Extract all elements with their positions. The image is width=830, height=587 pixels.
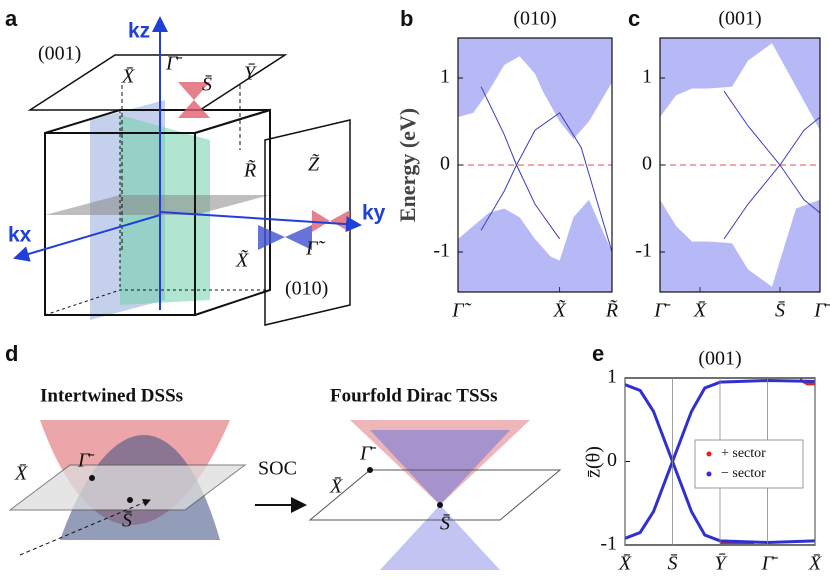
x-tick-label: Γ̄	[813, 300, 830, 322]
x-tick-label: Ȳ	[714, 553, 727, 575]
panel-label: b	[400, 6, 413, 31]
y-tick-label: 1	[440, 66, 450, 88]
arrow-label: SOC	[258, 458, 297, 480]
y-tick-label: -1	[600, 533, 617, 555]
point-label: X̄	[121, 66, 135, 88]
point-label: S̄	[122, 510, 132, 532]
x-tick-label: Γ̃	[451, 300, 471, 322]
surface-state	[723, 90, 820, 214]
y-axis-label: z̄(θ)	[583, 446, 605, 478]
y-tick-label: 0	[642, 153, 652, 175]
x-tick-label: X̃	[553, 298, 567, 321]
wannier-line	[625, 379, 815, 544]
band-continuum	[458, 38, 612, 139]
x-tick-label: S̄	[775, 300, 785, 322]
axis-label: kz	[128, 20, 150, 43]
point-label: Γ̄	[165, 53, 182, 75]
y-tick-label: -1	[433, 240, 450, 262]
surface-state	[480, 112, 612, 253]
x-tick-label: X̄	[693, 300, 707, 322]
point-label: Γ̃	[305, 238, 325, 260]
panel-label: c	[628, 6, 640, 31]
point-label: Γ̄	[359, 443, 376, 465]
y-tick-label: 1	[607, 366, 617, 388]
legend-box	[694, 439, 804, 489]
panel-label: e	[592, 341, 604, 366]
chart-title: (001)	[698, 348, 741, 370]
chart-title: (010)	[513, 8, 556, 30]
point-label: S̄	[202, 74, 212, 96]
band-continuum	[660, 38, 820, 131]
x-tick-label: Γ̄	[653, 300, 670, 322]
point-label: S̄	[440, 513, 450, 535]
point-label: X̃	[235, 248, 249, 271]
point-label: R̃	[243, 158, 256, 181]
band-continuum	[458, 199, 612, 292]
chart-title: (001)	[718, 8, 761, 30]
legend-label: + sector	[721, 446, 766, 461]
diagram-title: Intertwined DSSs	[40, 385, 183, 406]
y-tick-label: 0	[440, 153, 450, 175]
legend-label: − sector	[721, 466, 766, 481]
panel-label: d	[5, 341, 18, 366]
dss-diagram: d Intertwined DSSs Fourfold Dirac TSSs S…	[5, 341, 562, 570]
legend-swatch	[706, 471, 712, 477]
x-tick-label: S̄	[668, 553, 678, 575]
y-tick-label: 0	[607, 449, 617, 471]
point-label: Z̃	[308, 152, 320, 175]
diagram-title: Fourfold Dirac TSSs	[330, 385, 498, 406]
point-label: X̄	[329, 476, 343, 498]
axis-label: ky	[362, 202, 386, 225]
legend-swatch	[706, 451, 712, 457]
plane-label: (010)	[285, 278, 328, 300]
point-label: Ȳ	[244, 63, 257, 85]
point-label: X̄	[14, 463, 28, 485]
panel-label: a	[5, 6, 18, 31]
y-axis-label: Energy (eV)	[395, 108, 420, 222]
x-tick-label: X̄	[618, 553, 632, 575]
y-tick-label: -1	[635, 240, 652, 262]
axis-label: kx	[8, 224, 32, 247]
plane-label: (001)	[38, 43, 81, 65]
y-tick-label: 1	[642, 66, 652, 88]
bz-diagram: a (001) (010) kz kx ky X̄ Γ̄ S̄ Ȳ R̃ Z̃ …	[5, 6, 386, 326]
x-tick-label: X̄	[808, 553, 822, 575]
x-tick-label: R̃	[605, 298, 618, 321]
band-continuum	[660, 199, 820, 292]
x-tick-label: Γ̄	[761, 553, 778, 575]
